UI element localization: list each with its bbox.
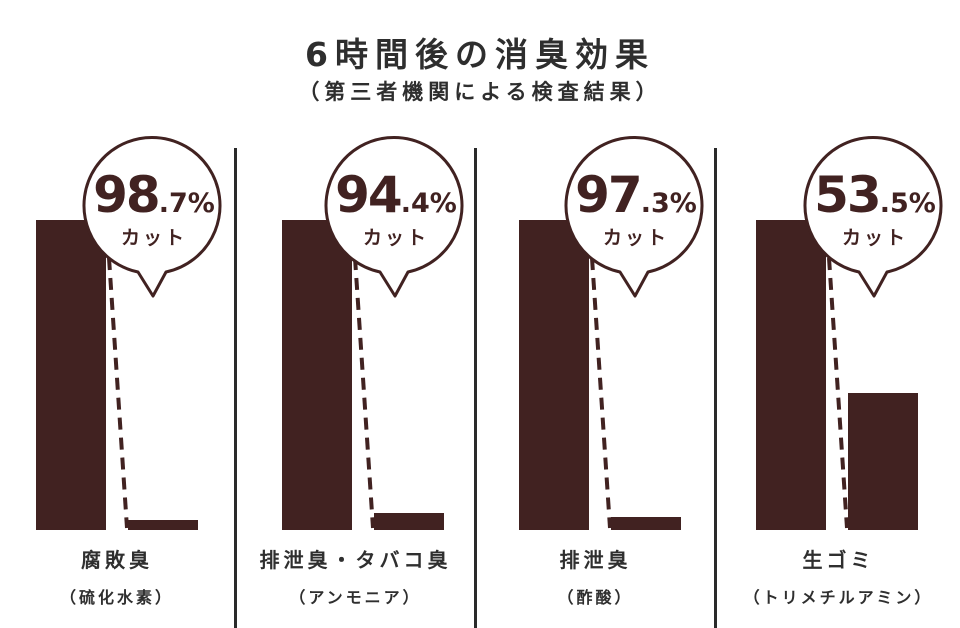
- bar-before-3: [519, 220, 589, 530]
- reduction-percentage-3: 97.3%: [568, 170, 704, 220]
- chart-title: 6時間後の消臭効果: [305, 35, 655, 74]
- speech-bubble-4: [803, 136, 943, 298]
- panel-divider: [714, 148, 717, 628]
- category-label-3: 排泄臭: [559, 548, 632, 572]
- category-sublabel-2: （アンモニア）: [289, 588, 422, 607]
- dashed-line-3: [590, 257, 612, 529]
- pct-integer: 97: [575, 166, 643, 224]
- bar-before-4: [756, 220, 826, 530]
- speech-bubble-3: [564, 136, 704, 298]
- speech-bubble-1: [82, 136, 222, 298]
- pct-decimal: .4%: [400, 188, 457, 219]
- category-sublabel-1: （硫化水素）: [59, 588, 174, 607]
- dashed-line-4: [827, 257, 849, 529]
- cut-label-4: カット: [841, 227, 908, 249]
- dashed-line-1: [107, 257, 129, 529]
- pct-integer: 53: [814, 166, 882, 224]
- panel-divider: [234, 148, 237, 628]
- bar-before-2: [282, 220, 352, 530]
- pct-decimal: .5%: [879, 188, 936, 219]
- category-label-2: 排泄臭・タバコ臭: [259, 548, 452, 572]
- panel-divider: [474, 148, 477, 628]
- chart-subtitle: （第三者機関による検査結果）: [298, 80, 662, 104]
- bar-after-2: [374, 513, 444, 530]
- speech-bubble-2: [324, 136, 464, 298]
- reduction-percentage-2: 94.4%: [328, 170, 464, 220]
- pct-decimal: .7%: [158, 188, 215, 219]
- pct-integer: 98: [93, 166, 161, 224]
- bar-after-3: [611, 517, 681, 530]
- bar-after-1: [128, 520, 198, 530]
- category-sublabel-3: （酢酸）: [557, 588, 634, 607]
- cut-label-1: カット: [120, 227, 187, 249]
- bar-before-1: [36, 220, 106, 530]
- cut-label-2: カット: [362, 227, 429, 249]
- dashed-line-2: [353, 257, 375, 529]
- cut-label-3: カット: [602, 227, 669, 249]
- bar-after-4: [848, 393, 918, 530]
- reduction-percentage-1: 98.7%: [86, 170, 222, 220]
- reduction-percentage-4: 53.5%: [807, 170, 943, 220]
- category-label-4: 生ゴミ: [802, 548, 875, 572]
- category-label-1: 腐敗臭: [81, 548, 153, 572]
- category-sublabel-4: （トリメチルアミン）: [743, 588, 934, 607]
- pct-decimal: .3%: [640, 188, 697, 219]
- pct-integer: 94: [335, 166, 403, 224]
